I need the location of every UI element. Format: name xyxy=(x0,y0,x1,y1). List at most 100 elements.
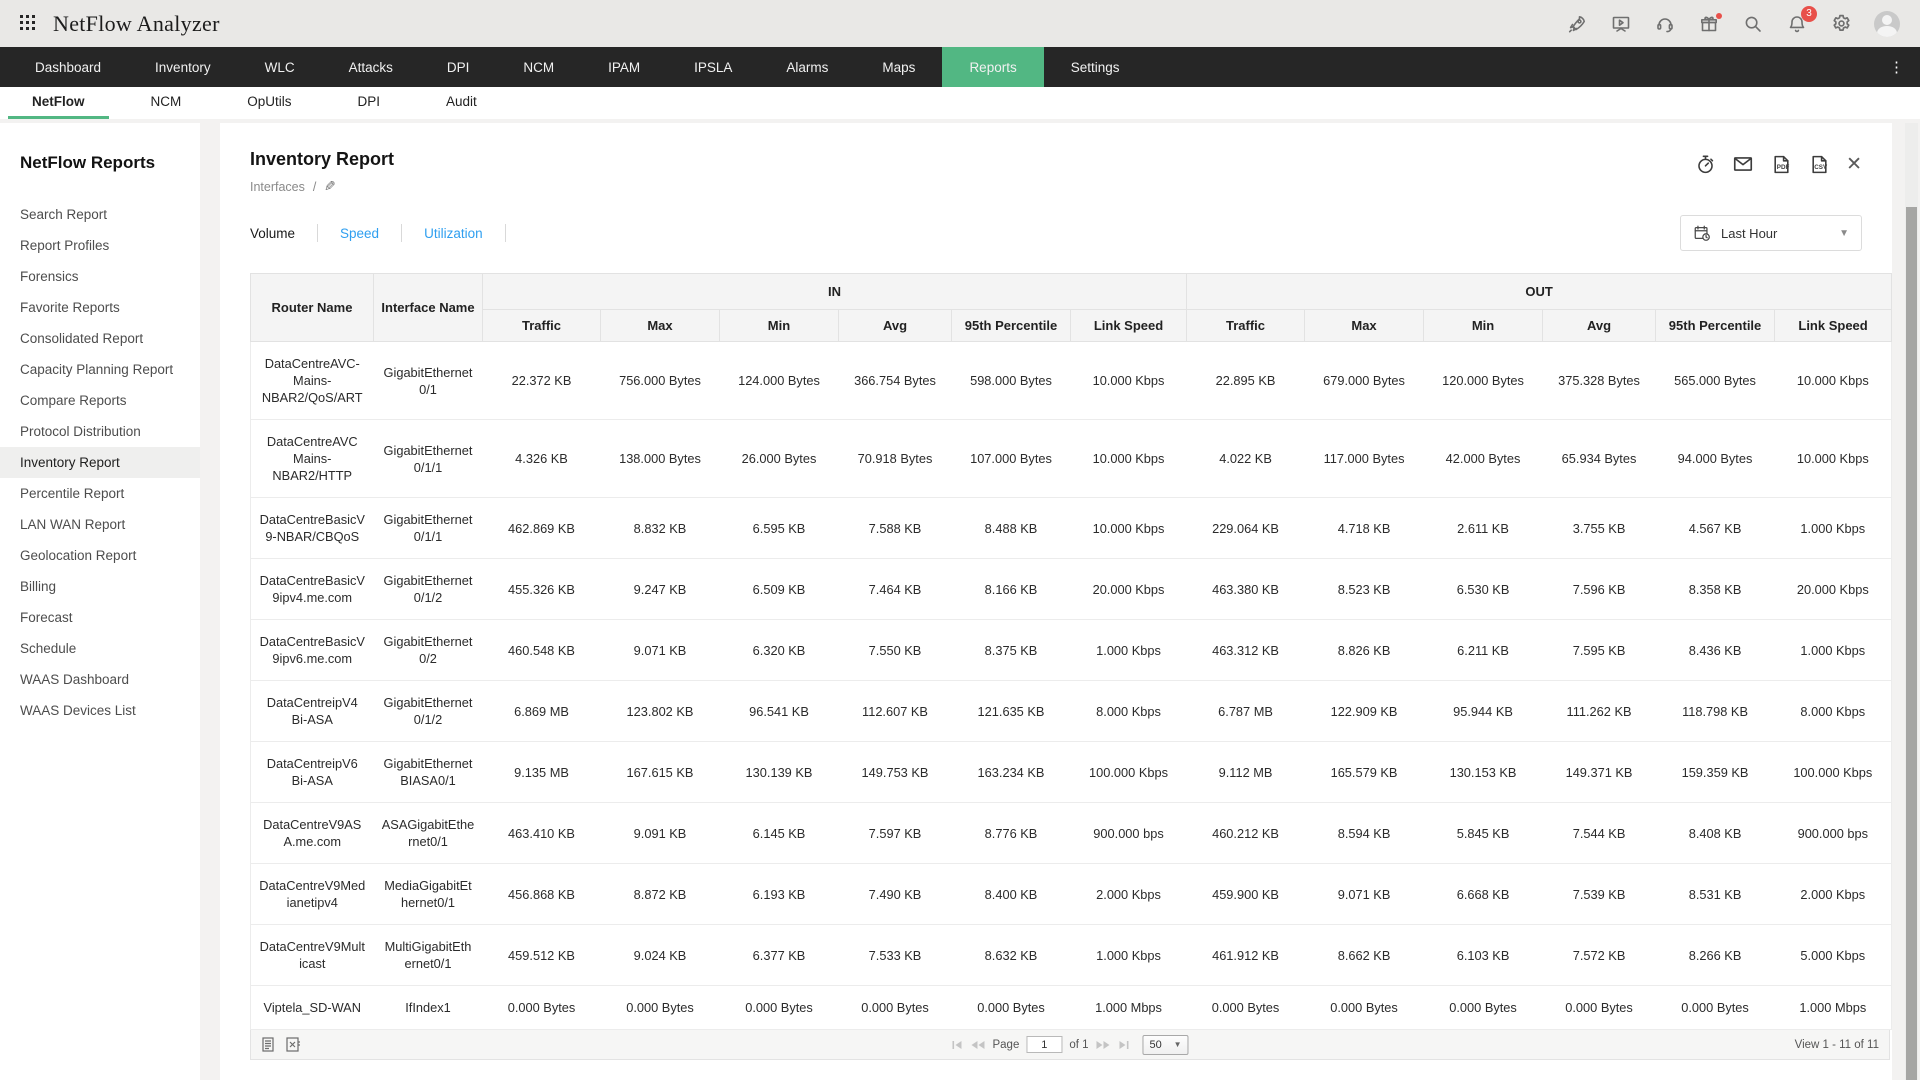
cell-in-avg: 366.754 Bytes xyxy=(838,341,952,420)
schedule-timer-icon[interactable] xyxy=(1694,153,1716,175)
cell-interface-name: GigabitEthernet0/1/1 xyxy=(373,419,483,498)
cell-interface-name: ASAGigabitEthernet0/1 xyxy=(373,802,483,864)
user-avatar[interactable] xyxy=(1874,10,1900,37)
sidebar-item[interactable]: Protocol Distribution xyxy=(20,424,141,439)
notifications-bell-icon[interactable]: 3 xyxy=(1786,5,1817,35)
inventory-table: Router Name Interface Name IN OUT Traffi… xyxy=(250,273,1893,1030)
breadcrumb-item[interactable]: Interfaces xyxy=(250,179,305,194)
cell-in-max: 9.247 KB xyxy=(600,558,720,620)
cell-in-min: 124.000 Bytes xyxy=(719,341,839,420)
search-icon[interactable] xyxy=(1742,13,1764,35)
cell-router-name: DataCentreV9Multicast xyxy=(250,924,374,986)
first-page-icon[interactable] xyxy=(951,1040,963,1050)
sidebar-item[interactable]: Forensics xyxy=(20,269,79,284)
nav-item[interactable]: Inventory xyxy=(155,59,211,75)
cell-out-min: 6.103 KB xyxy=(1423,924,1543,986)
nav-item[interactable]: WLC xyxy=(264,59,295,75)
cell-out-linkspeed: 10.000 Kbps xyxy=(1774,419,1893,498)
report-tab[interactable]: Volume xyxy=(250,225,296,241)
cell-out-avg: 7.544 KB xyxy=(1542,802,1656,864)
sidebar-item[interactable]: WAAS Dashboard xyxy=(20,672,130,687)
cell-in-traffic: 4.326 KB xyxy=(482,419,601,498)
prev-page-icon[interactable] xyxy=(970,1040,985,1050)
cell-in-max: 0.000 Bytes xyxy=(600,985,720,1030)
report-tab[interactable]: Utilization xyxy=(424,225,483,241)
sidebar-item[interactable]: LAN WAN Report xyxy=(20,517,126,532)
sidebar-item[interactable]: Search Report xyxy=(20,207,108,222)
email-icon[interactable] xyxy=(1732,153,1754,175)
nav-item[interactable]: Dashboard xyxy=(35,59,102,75)
export-pdf-icon[interactable]: PDF xyxy=(1770,153,1792,175)
nav-item[interactable]: IPSLA xyxy=(694,59,733,75)
report-actions: PDF CSV ✕ xyxy=(1694,153,1862,175)
sidebar-item[interactable]: Forecast xyxy=(20,610,73,625)
cell-out-min: 6.211 KB xyxy=(1423,619,1543,681)
edit-pencil-icon[interactable]: ✎ xyxy=(324,178,337,194)
tab-separator xyxy=(401,224,403,242)
nav-item[interactable]: NCM xyxy=(523,59,555,75)
scrollbar-thumb[interactable] xyxy=(1906,207,1917,1080)
next-page-icon[interactable] xyxy=(1096,1040,1111,1050)
demo-screen-icon[interactable] xyxy=(1610,13,1632,35)
time-range-select[interactable]: Last Hour ▼ xyxy=(1680,215,1862,251)
support-headset-icon[interactable] xyxy=(1654,13,1676,35)
whats-new-gift-icon[interactable] xyxy=(1698,12,1722,35)
app-grid-icon[interactable] xyxy=(20,15,37,32)
report-tab[interactable]: Speed xyxy=(340,225,380,241)
nav-item[interactable]: Reports xyxy=(942,47,1044,87)
cell-out-linkspeed: 900.000 bps xyxy=(1774,802,1893,864)
sidebar-item[interactable]: Consolidated Report xyxy=(20,331,144,346)
cell-out-avg: 111.262 KB xyxy=(1542,680,1656,742)
table-footer: Page of 1 50 ▼ View 1 - 11 of 11 xyxy=(250,1030,1890,1060)
cell-in-min: 6.509 KB xyxy=(719,558,839,620)
col-header: 95th Percentile xyxy=(951,309,1071,342)
page-number-input[interactable] xyxy=(1026,1036,1063,1053)
nav-item[interactable]: Maps xyxy=(882,59,916,75)
cell-interface-name: IfIndex1 xyxy=(373,985,483,1030)
cell-out-traffic: 9.112 MB xyxy=(1186,741,1305,803)
cell-out-min: 2.611 KB xyxy=(1423,497,1543,559)
subnav-item[interactable]: OpUtils xyxy=(247,94,292,109)
nav-overflow-icon[interactable]: ⋮ xyxy=(1889,59,1904,76)
summary-report-icon[interactable] xyxy=(261,1037,277,1053)
sidebar-item[interactable]: Schedule xyxy=(20,641,77,656)
sidebar-item[interactable]: Report Profiles xyxy=(20,238,110,253)
page-size-select[interactable]: 50 ▼ xyxy=(1142,1034,1189,1055)
nav-item[interactable]: Alarms xyxy=(786,59,829,75)
sidebar-item[interactable]: Percentile Report xyxy=(20,486,125,501)
cell-out-min: 120.000 Bytes xyxy=(1423,341,1543,420)
subnav-item[interactable]: DPI xyxy=(357,94,381,109)
tab-separator xyxy=(504,224,506,242)
sidebar-item[interactable]: Geolocation Report xyxy=(20,548,137,563)
sidebar-item[interactable]: WAAS Devices List xyxy=(20,703,136,718)
subnav-item[interactable]: Audit xyxy=(446,94,477,109)
cell-in-max: 167.615 KB xyxy=(600,741,720,803)
cell-in-max: 756.000 Bytes xyxy=(600,341,720,420)
cell-in-traffic: 6.869 MB xyxy=(482,680,601,742)
settings-gear-icon[interactable] xyxy=(1830,13,1852,35)
nav-item[interactable]: DPI xyxy=(446,59,470,75)
sidebar-item[interactable]: Favorite Reports xyxy=(20,300,120,315)
sidebar-item[interactable]: Billing xyxy=(20,579,57,594)
export-csv-icon[interactable]: CSV xyxy=(1808,153,1830,175)
sidebar-item[interactable]: Compare Reports xyxy=(20,393,127,408)
breadcrumb: Interfaces / ✎ xyxy=(250,178,1862,195)
subnav-item[interactable]: NetFlow xyxy=(8,87,109,119)
rocket-icon[interactable] xyxy=(1566,13,1588,35)
cell-in-max: 138.000 Bytes xyxy=(600,419,720,498)
cell-out-avg: 0.000 Bytes xyxy=(1542,985,1656,1030)
cell-in-traffic: 455.326 KB xyxy=(482,558,601,620)
table-row: DataCentreBasicV9ipv4.me.com GigabitEthe… xyxy=(250,558,1893,620)
nav-item[interactable]: Attacks xyxy=(348,59,393,75)
cell-in-min: 130.139 KB xyxy=(719,741,839,803)
export-excel-icon[interactable] xyxy=(285,1037,301,1053)
cell-out-95th: 565.000 Bytes xyxy=(1655,341,1775,420)
subnav-item[interactable]: NCM xyxy=(150,94,182,109)
nav-item[interactable]: IPAM xyxy=(608,59,641,75)
sidebar-item[interactable]: Inventory Report xyxy=(0,447,200,478)
close-icon[interactable]: ✕ xyxy=(1846,153,1862,175)
last-page-icon[interactable] xyxy=(1118,1040,1130,1050)
nav-item[interactable]: Settings xyxy=(1070,59,1120,75)
sidebar-item[interactable]: Capacity Planning Report xyxy=(20,362,174,377)
cell-out-95th: 0.000 Bytes xyxy=(1655,985,1775,1030)
